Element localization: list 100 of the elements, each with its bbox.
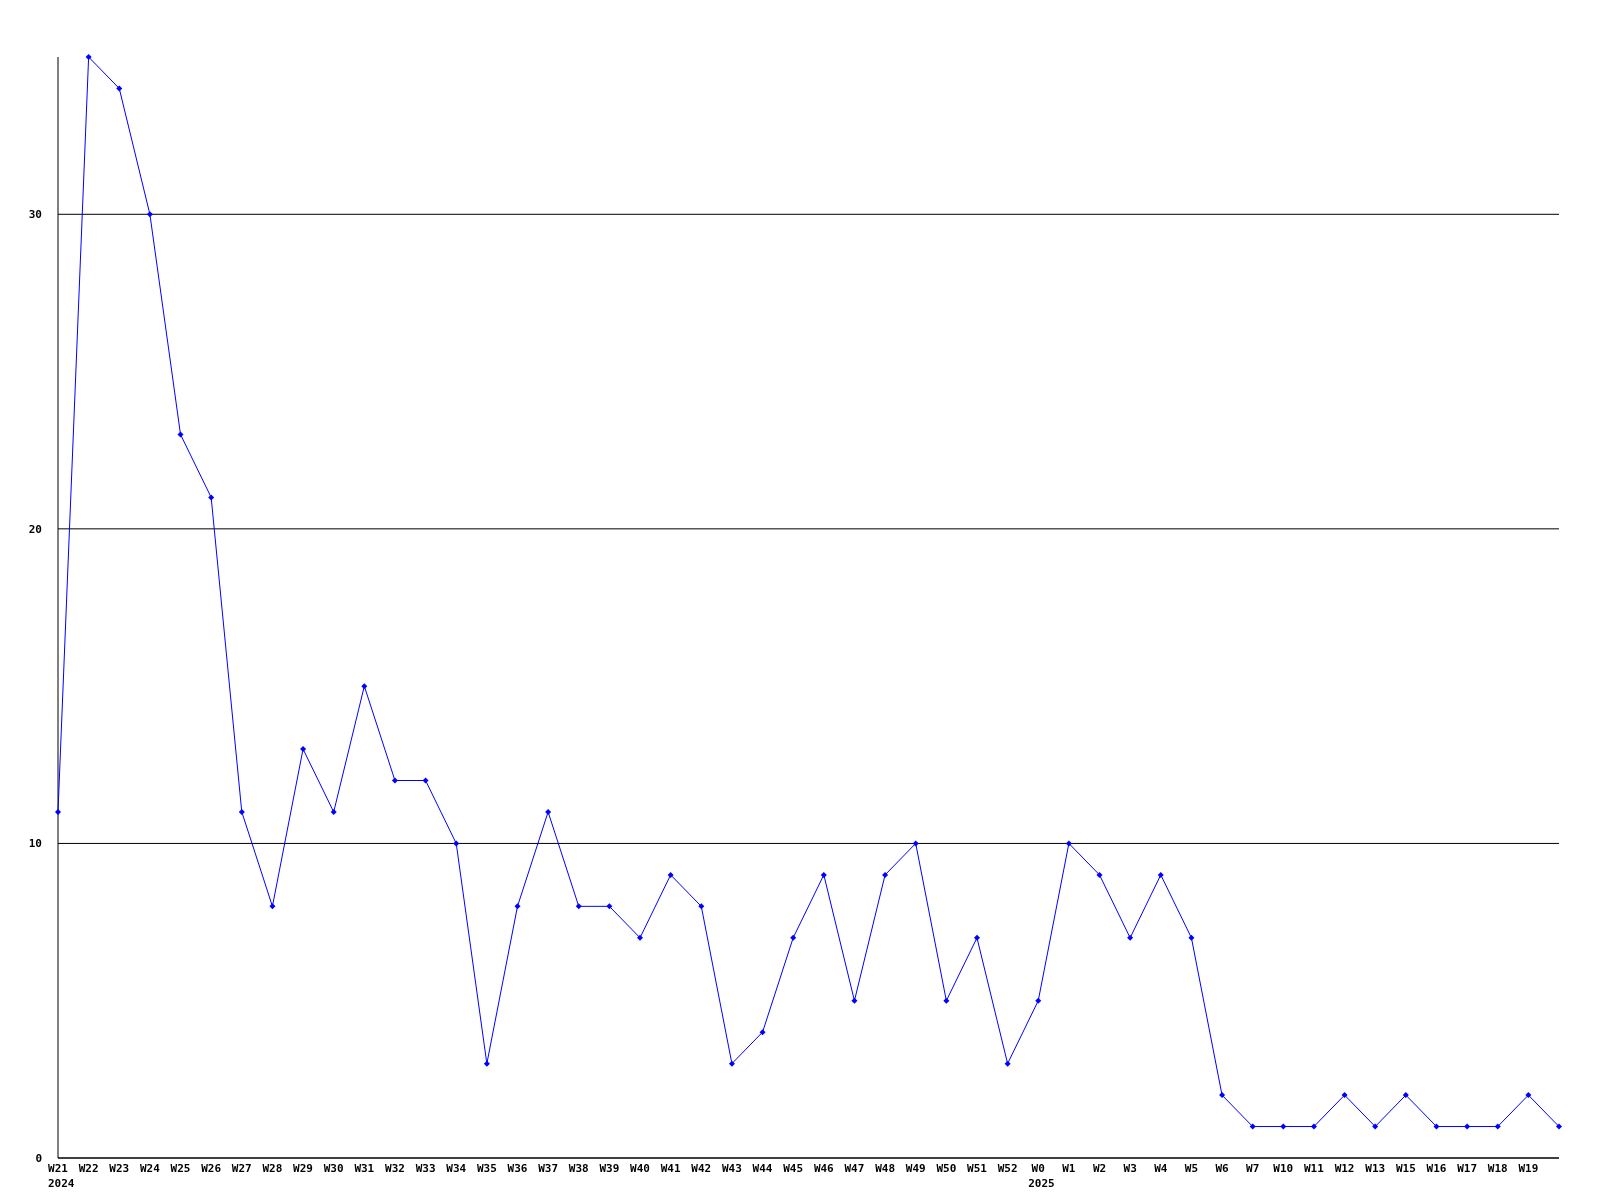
point [361, 683, 368, 690]
point [1127, 934, 1134, 941]
point [606, 903, 613, 910]
point [208, 494, 215, 501]
point [698, 903, 705, 910]
point [1096, 871, 1103, 878]
x-tick-label: W51 [967, 1162, 988, 1175]
x-tick-label: W21 2024 [48, 1162, 75, 1190]
point [1004, 1060, 1011, 1067]
point [1464, 1123, 1471, 1130]
x-tick-label: W10 [1273, 1162, 1294, 1175]
x-tick-label: W26 [201, 1162, 222, 1175]
x-tick-label: W35 [476, 1162, 497, 1175]
point [575, 903, 582, 910]
point [851, 997, 858, 1004]
point [759, 1029, 766, 1036]
point [1188, 934, 1195, 941]
point [973, 934, 980, 941]
point [912, 840, 919, 847]
point [1372, 1123, 1379, 1130]
x-tick-label: W16 [1426, 1162, 1447, 1175]
point [269, 903, 276, 910]
x-tick-label: W3 [1123, 1162, 1137, 1175]
x-tick-label: W44 [752, 1162, 773, 1175]
x-tick-label: W36 [507, 1162, 528, 1175]
x-tick-label: W50 [936, 1162, 957, 1175]
x-tick-label: W33 [415, 1162, 436, 1175]
x-tick-label: W22 [78, 1162, 99, 1175]
x-tick-label: W41 [660, 1162, 681, 1175]
x-tick-label: W6 [1215, 1162, 1230, 1175]
x-tick-label: W1 [1062, 1162, 1076, 1175]
x-tick-label: W29 [293, 1162, 313, 1175]
point [1310, 1123, 1317, 1130]
x-tick-label: W43 [721, 1162, 742, 1175]
x-tick-label: W19 [1518, 1162, 1539, 1175]
x-tick-label: W39 [599, 1162, 620, 1175]
point [637, 934, 644, 941]
x-tick-label: W31 [354, 1162, 375, 1175]
point [55, 808, 61, 815]
point [1402, 1092, 1409, 1099]
x-tick-label: W23 [109, 1162, 130, 1175]
x-tick-label: W32 [385, 1162, 405, 1175]
point [1341, 1092, 1348, 1099]
x-tick-label: W38 [568, 1162, 589, 1175]
x-tick-label: W2 [1092, 1162, 1107, 1175]
x-tick-label: W37 [538, 1162, 559, 1175]
y-tick-label: 20 [28, 522, 42, 536]
x-tick-label: W7 [1246, 1162, 1260, 1175]
x-tick-label: W17 [1457, 1162, 1478, 1175]
x-tick-label: W5 [1184, 1162, 1199, 1175]
x-tick-label: W27 [231, 1162, 252, 1175]
x-tick-label: W11 [1304, 1162, 1325, 1175]
point [1249, 1123, 1256, 1130]
x-tick-label: W42 [691, 1162, 712, 1175]
x-tick-label: W34 [446, 1162, 467, 1175]
x-tick-label: W25 [170, 1162, 191, 1175]
x-tick-label: W15 [1395, 1162, 1416, 1175]
point [1035, 997, 1042, 1004]
x-tick-label: W24 [139, 1162, 161, 1175]
x-tick-label: W12 [1334, 1162, 1355, 1175]
point [545, 808, 552, 815]
point [667, 871, 674, 878]
point [1219, 1092, 1226, 1099]
point [146, 211, 153, 218]
point [1280, 1123, 1287, 1130]
point [238, 808, 245, 815]
y-tick-label: 0 [35, 1151, 42, 1165]
x-tick-label: W30 [323, 1162, 344, 1175]
point [483, 1060, 490, 1067]
point [391, 777, 398, 784]
y-tick-label: 10 [28, 837, 42, 851]
point [943, 997, 950, 1004]
point [300, 746, 307, 753]
point [85, 54, 92, 60]
point [1556, 1123, 1562, 1130]
x-tick-label: W52 [997, 1162, 1018, 1175]
x-tick-label: W48 [875, 1162, 896, 1175]
x-tick-label: W13 [1365, 1162, 1386, 1175]
x-tick-label: W45 [783, 1162, 804, 1175]
point [422, 777, 429, 784]
point [1433, 1123, 1440, 1130]
point [1157, 871, 1164, 878]
x-tick-label: W18 [1487, 1162, 1508, 1175]
point [453, 840, 460, 847]
x-tick-label: W47 [844, 1162, 865, 1175]
x-tick-label: W4 [1154, 1162, 1168, 1175]
x-tick-label: W40 [630, 1162, 650, 1175]
point [882, 871, 889, 878]
point [820, 871, 827, 878]
point [1494, 1123, 1501, 1130]
point [330, 808, 337, 815]
point [116, 85, 123, 92]
x-tick-label: W46 [813, 1162, 835, 1175]
point [1525, 1092, 1532, 1099]
x-tick-label: W49 [905, 1162, 926, 1175]
point [790, 934, 797, 941]
point [1065, 840, 1072, 847]
point [177, 431, 184, 438]
point [514, 903, 521, 910]
point [728, 1060, 735, 1067]
